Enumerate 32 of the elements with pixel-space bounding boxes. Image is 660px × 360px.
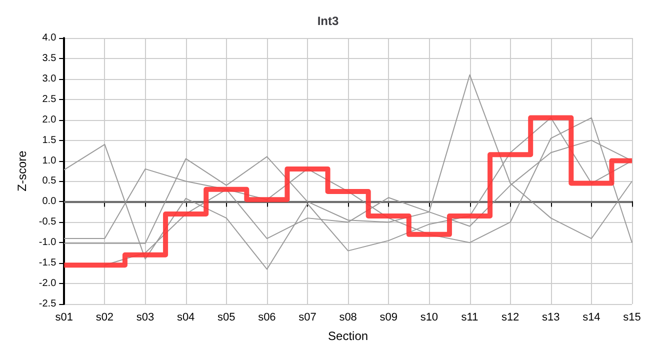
x-tick-label: s06: [258, 312, 276, 324]
y-tick-label: -2.0: [38, 278, 57, 290]
x-tick-label: s08: [339, 312, 357, 324]
x-tick-label: s09: [380, 312, 398, 324]
y-tick-label: -0.5: [38, 216, 57, 228]
x-tick-label: s12: [501, 312, 520, 324]
y-tick-label: 0.5: [42, 176, 57, 187]
chart-title: Int3: [317, 14, 339, 28]
y-tick-label: -1.5: [38, 258, 57, 269]
x-tick-label: s04: [176, 312, 195, 324]
y-tick-label: 3.5: [42, 52, 57, 64]
x-tick-label: s05: [218, 312, 236, 324]
y-tick-label: 2.5: [42, 94, 57, 105]
y-tick-label: -2.5: [38, 298, 57, 310]
y-axis-title: Z-score: [15, 150, 29, 192]
y-tick-label: -1.0: [38, 237, 57, 248]
y-tick-label: 0.0: [42, 196, 57, 208]
x-tick-label: s02: [96, 312, 114, 324]
y-tick-label: 3.0: [42, 73, 57, 84]
x-tick-label: s03: [136, 312, 154, 324]
x-axis-title: Section: [328, 329, 368, 343]
y-tick-label: 1.5: [42, 134, 57, 146]
x-tick-label: s15: [623, 312, 641, 324]
x-tick-label: s13: [542, 312, 560, 324]
y-tick-label: 1.0: [42, 155, 57, 166]
y-tick-label: 2.0: [42, 114, 57, 126]
x-tick-label: s01: [55, 312, 74, 324]
y-tick-label: 4.0: [42, 32, 57, 44]
x-tick-label: s07: [298, 312, 316, 324]
x-tick-label: s10: [420, 312, 438, 324]
x-tick-label: s11: [461, 312, 478, 324]
x-tick-label: s14: [582, 312, 600, 324]
